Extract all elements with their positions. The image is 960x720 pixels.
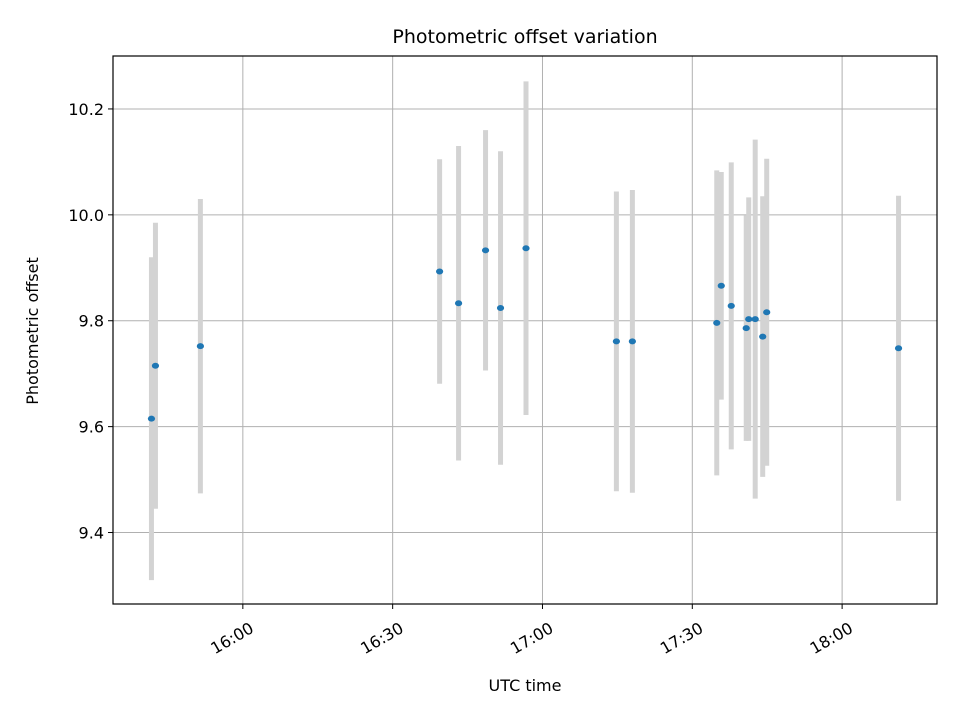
data-point: [454, 300, 463, 307]
y-tick-label: 10.2: [68, 100, 104, 119]
y-tick-label: 10.0: [68, 206, 104, 225]
plot-frame: [112, 55, 938, 605]
y-tick-label: 9.4: [79, 524, 104, 543]
data-point: [436, 268, 444, 275]
data-point: [522, 245, 530, 252]
data-point: [763, 309, 771, 316]
data-point: [713, 319, 721, 326]
y-tick-label: 9.8: [79, 312, 104, 331]
data-point: [628, 338, 636, 345]
data-points: [147, 245, 903, 422]
data-point: [751, 316, 759, 323]
data-point: [717, 282, 725, 289]
data-point: [151, 362, 160, 369]
data-point: [894, 345, 903, 352]
data-point: [196, 343, 204, 350]
data-point: [759, 333, 767, 340]
data-point: [727, 302, 735, 309]
chart-title: Photometric offset variation: [392, 26, 657, 48]
data-point: [481, 247, 490, 254]
data-point: [612, 338, 620, 345]
data-point: [147, 415, 156, 422]
data-point: [742, 325, 750, 332]
y-axis-ticks: 9.4 9.6 9.8 10.0 10.2: [68, 100, 113, 543]
y-tick-label: 9.6: [79, 418, 104, 437]
data-point: [496, 305, 505, 312]
y-axis-label: Photometric offset: [23, 257, 42, 405]
data-point: [745, 316, 753, 323]
x-axis-label: UTC time: [489, 676, 562, 695]
